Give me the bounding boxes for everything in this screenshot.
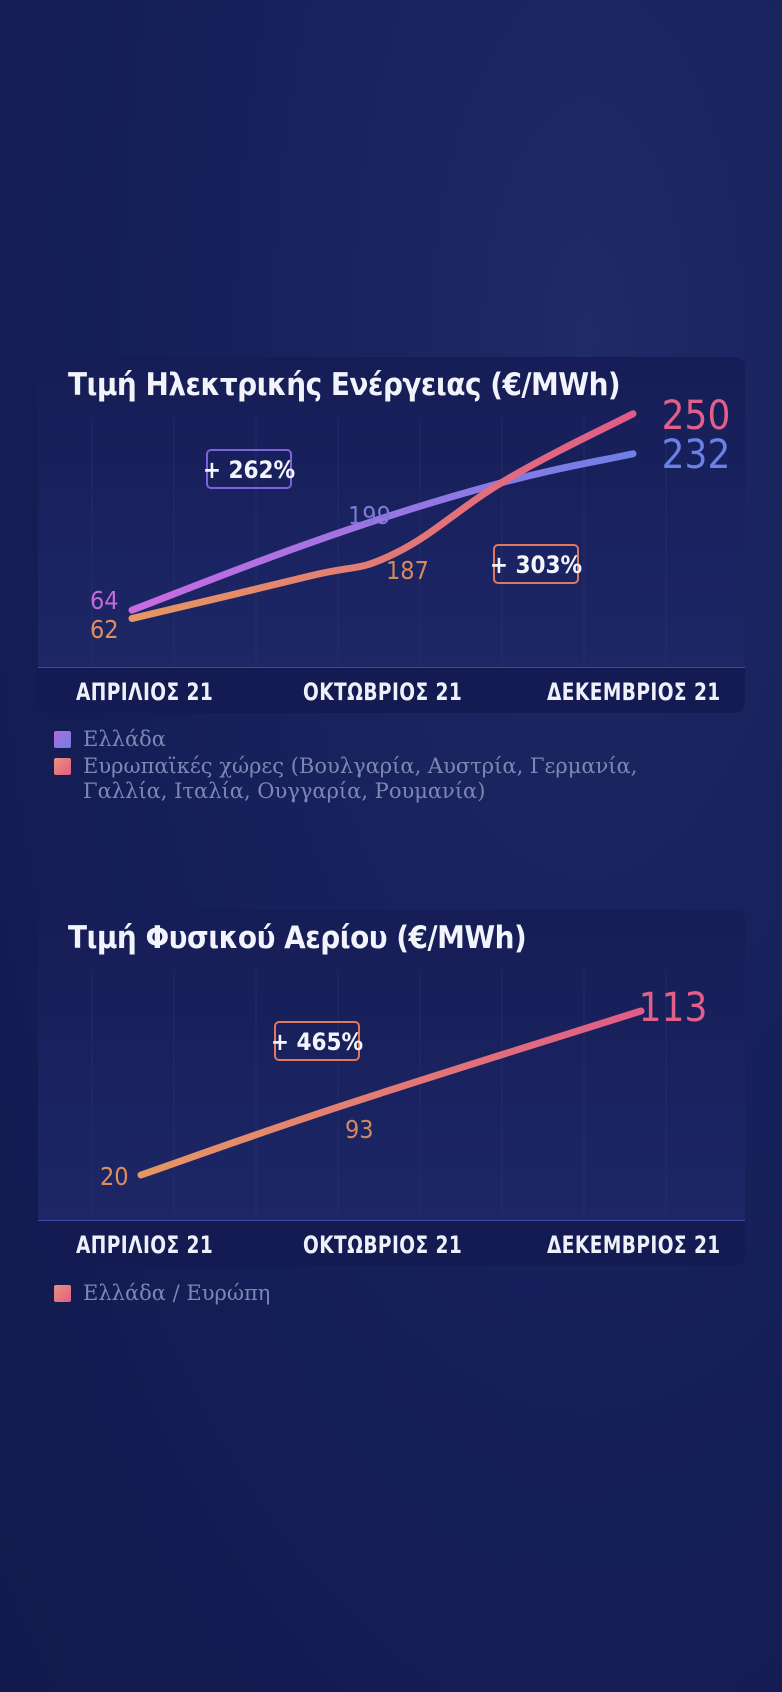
series-line-1 (137, 1007, 645, 1179)
change-badge (274, 1021, 360, 1061)
gas-legend: Ελλάδα / Ευρώπη (54, 1281, 674, 1308)
data-label: 113 (639, 985, 708, 1031)
electricity-chart-title: Τιμή Ηλεκτρικής Ενέργειας (€/MWh) (68, 367, 621, 403)
change-badge (206, 449, 292, 489)
data-label: 187 (386, 556, 429, 585)
data-label: 20 (100, 1162, 129, 1191)
x-label-october: ΟΚΤΩΒΡΙΟΣ 21 (303, 1231, 463, 1259)
gas-chart-title: Τιμή Φυσικού Αερίου (€/MWh) (68, 920, 527, 956)
legend-swatch-greece (54, 731, 71, 748)
data-label: 199 (348, 501, 391, 530)
electricity-x-axis: ΑΠΡΙΛΙΟΣ 21 ΟΚΤΩΒΡΙΟΣ 21 ΔΕΚΕΜΒΡΙΟΣ 21 (38, 667, 745, 713)
data-label: 93 (345, 1115, 374, 1144)
legend-label-greece-europe: Ελλάδα / Ευρώπη (83, 1281, 271, 1305)
change-badge-label: + 465% (271, 1028, 363, 1056)
change-badge (493, 544, 579, 584)
gas-chart: 20 93 113 + 465% (91, 970, 708, 1220)
legend-item-greece: Ελλάδα (54, 727, 674, 752)
series-line-1 (128, 450, 637, 614)
electricity-chart: 64 199 232 62 187 250 + 262% + 303% (90, 393, 731, 667)
gas-x-axis: ΑΠΡΙΛΙΟΣ 21 ΟΚΤΩΒΡΙΟΣ 21 ΔΕΚΕΜΒΡΙΟΣ 21 (38, 1220, 745, 1266)
x-label-december: ΔΕΚΕΜΒΡΙΟΣ 21 (547, 1231, 721, 1259)
legend-item-greece-europe: Ελλάδα / Ευρώπη (54, 1281, 674, 1306)
x-label-october: ΟΚΤΩΒΡΙΟΣ 21 (303, 678, 463, 706)
legend-item-europe: Ευρωπαϊκές χώρες (Βουλγαρία, Αυστρία, Γε… (54, 754, 674, 804)
data-label: 64 (90, 586, 119, 615)
x-label-april: ΑΠΡΙΛΙΟΣ 21 (76, 678, 214, 706)
data-label: 232 (662, 432, 731, 478)
legend-swatch-europe (54, 758, 71, 775)
legend-label-europe: Ευρωπαϊκές χώρες (Βουλγαρία, Αυστρία, Γε… (83, 754, 638, 803)
series-line-2 (128, 410, 637, 623)
change-badge-label: + 303% (490, 551, 582, 579)
change-badge-label: + 262% (203, 456, 295, 484)
data-label: 250 (662, 393, 731, 439)
x-label-april: ΑΠΡΙΛΙΟΣ 21 (76, 1231, 214, 1259)
electricity-chart-card: 64 199 232 62 187 250 + 262% + 303% Τιμή Ηλεκτρ… (38, 357, 745, 713)
gas-chart-card: 20 93 113 + 465% Τιμή Φυσικού Αερίου (€/MWh… (38, 910, 745, 1266)
electricity-legend: Ελλάδα Ευρωπαϊκές χώρες (Βουλγαρία, Αυστ… (54, 727, 674, 806)
legend-swatch-greece-europe (54, 1285, 71, 1302)
legend-label-greece: Ελλάδα (83, 727, 166, 751)
x-label-december: ΔΕΚΕΜΒΡΙΟΣ 21 (547, 678, 721, 706)
data-label: 62 (90, 615, 119, 644)
